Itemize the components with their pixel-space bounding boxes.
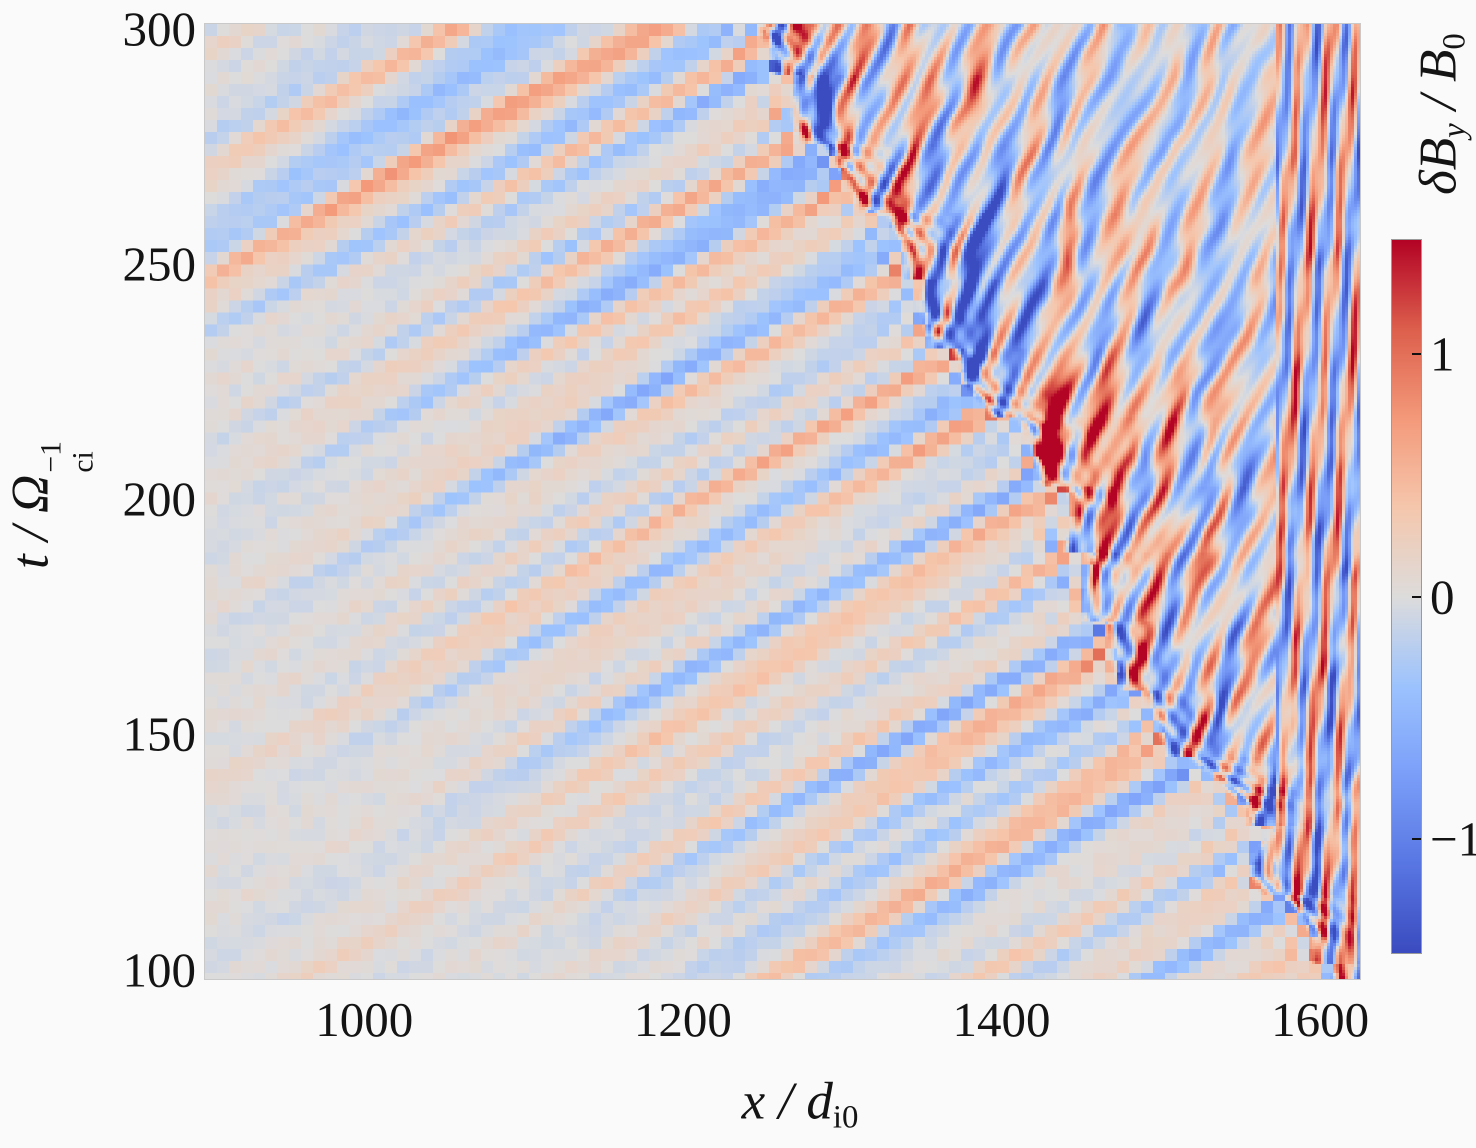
colorbar-label-var: δB [1409, 137, 1468, 195]
colorbar-tick-mark [1412, 352, 1421, 355]
y-tick-label: 100 [122, 942, 197, 998]
colorbar-label: δBy / B0 [1409, 33, 1473, 195]
y-tick-label: 150 [122, 706, 197, 762]
colorbar-tick-label: 0 [1430, 569, 1455, 624]
x-tick-label: 1400 [952, 992, 1051, 1047]
colorbar-tick-label: 1 [1430, 326, 1455, 382]
x-axis-label: x / di0 [742, 1075, 859, 1134]
x-tick-label: 1600 [1271, 992, 1370, 1047]
y-tick-label: 250 [122, 236, 197, 292]
colorbar-label-slash: / [1409, 81, 1468, 124]
x-axis-label-denom: d [806, 1072, 833, 1131]
y-tick-label: 300 [122, 1, 197, 57]
plot-area [204, 23, 1361, 980]
y-axis-label-var: t [1, 554, 60, 569]
y-tick-label: 200 [122, 471, 197, 527]
x-tick-label: 1200 [633, 992, 732, 1047]
colorbar-tick-mark [1412, 838, 1421, 841]
colorbar-label-denom-sub: 0 [1436, 33, 1473, 50]
x-axis-label-denom-sub: i0 [832, 1099, 859, 1136]
heatmap-canvas [205, 24, 1360, 979]
colorbar-label-var-sub: y [1436, 123, 1473, 138]
x-axis-label-slash: / [765, 1072, 807, 1131]
x-tick-label: 1000 [315, 992, 414, 1047]
colorbar-label-denom: B [1409, 49, 1468, 82]
colorbar-tick-mark [1412, 595, 1421, 598]
x-axis-label-var: x [741, 1072, 766, 1131]
colorbar-tick-label: −1 [1430, 811, 1476, 867]
y-axis-label-subsup: −1 ci [36, 441, 100, 473]
y-axis-label-sub: ci [67, 451, 100, 473]
y-axis-label-sup: −1 [36, 441, 68, 473]
